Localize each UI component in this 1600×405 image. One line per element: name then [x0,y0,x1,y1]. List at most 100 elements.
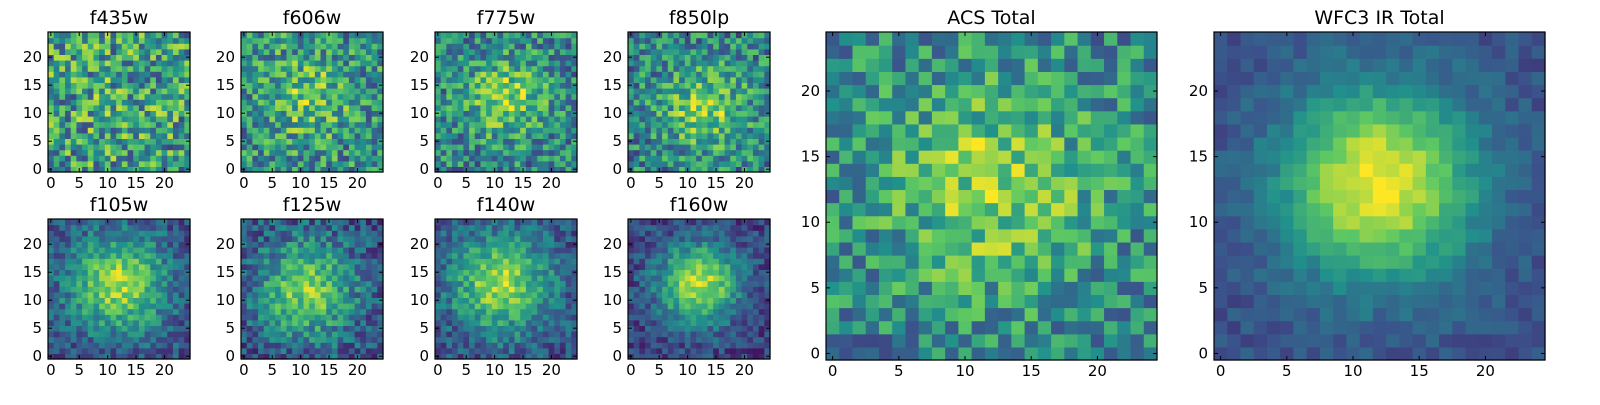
heatmap-cell [298,150,304,156]
heatmap-cell [480,269,486,275]
heatmap-cell [326,309,332,315]
heatmap-cell [480,320,486,326]
heatmap-cell [321,325,327,331]
heatmap-cell [725,32,731,38]
heatmap-cell [286,155,292,161]
heatmap-cell [133,275,139,281]
heatmap-cell [303,133,309,139]
heatmap-cell [162,247,168,253]
heatmap-cell [59,269,65,275]
heatmap-cell [116,66,122,72]
heatmap-cell [264,309,270,315]
heatmap-cell [281,133,287,139]
heatmap-cell [281,292,287,298]
heatmap-cell [349,155,355,161]
heatmap-cell [326,348,332,354]
heatmap-cell [639,49,645,55]
heatmap-cell [145,155,151,161]
heatmap-cell [122,236,128,242]
heatmap-cell [520,275,526,281]
heatmap-cell [71,150,77,156]
heatmap-cell [162,161,168,167]
heatmap-cell [747,286,753,292]
heatmap-cell [537,60,543,66]
heatmap-cell [355,105,361,111]
heatmap-cell [532,88,538,94]
heatmap-cell [321,82,327,88]
heatmap-cell [76,82,82,88]
heatmap-cell [662,348,668,354]
heatmap-cell [492,105,498,111]
heatmap-cell [469,43,475,49]
heatmap-cell [759,94,765,100]
y-tick-label: 20 [603,48,622,66]
heatmap-cell [264,219,270,225]
heatmap-cell [634,43,640,49]
heatmap-cell [685,105,691,111]
heatmap-cell [179,236,185,242]
heatmap-cell [360,54,366,60]
heatmap-cell [93,331,99,337]
heatmap-cell [303,342,309,348]
heatmap-cell [503,286,509,292]
heatmap-cell [76,325,82,331]
heatmap-cell [372,105,378,111]
heatmap-cell [139,292,145,298]
panel-title: f125w [283,194,342,216]
heatmap-cell [145,110,151,116]
heatmap-cell [526,264,532,270]
heatmap-cell [105,241,111,247]
heatmap-cell [719,138,725,144]
heatmap-cell [116,88,122,94]
heatmap-cell [372,348,378,354]
heatmap-cell [349,66,355,72]
heatmap-cell [99,71,105,77]
heatmap-cell [59,219,65,225]
y-tick-label: 10 [216,104,235,122]
heatmap-cell [532,230,538,236]
heatmap-cell [435,150,441,156]
heatmap-cell [105,43,111,49]
heatmap-cell [719,77,725,83]
heatmap-cell [736,88,742,94]
heatmap-cell [435,77,441,83]
heatmap-cell [497,122,503,128]
heatmap-cell [503,309,509,315]
heatmap-cell [326,66,332,72]
heatmap-cell [543,241,549,247]
heatmap-cell [241,99,247,105]
heatmap-cell [543,43,549,49]
heatmap-cell [435,303,441,309]
heatmap-cell [366,297,372,303]
heatmap-cell [116,138,122,144]
heatmap-cell [355,236,361,242]
heatmap-cell [634,281,640,287]
heatmap-cell [469,325,475,331]
x-tick-label: 20 [348,174,367,192]
heatmap-cell [668,54,674,60]
heatmap-cell [486,258,492,264]
heatmap-cell [332,127,338,133]
heatmap-cell [303,38,309,44]
heatmap-cell [286,241,292,247]
heatmap-cell [628,161,634,167]
heatmap-cell [162,331,168,337]
heatmap-cell [537,281,543,287]
heatmap-cell [116,309,122,315]
heatmap-cell [372,314,378,320]
heatmap-cell [122,99,128,105]
heatmap-cell [303,325,309,331]
heatmap-cell [179,309,185,315]
heatmap-cell [59,286,65,292]
heatmap-cell [486,66,492,72]
heatmap-cell [145,247,151,253]
heatmap-cell [173,264,179,270]
heatmap-cell [526,49,532,55]
heatmap-cell [82,49,88,55]
heatmap-cell [264,230,270,236]
heatmap-cell [116,236,122,242]
y-tick-label: 10 [410,104,429,122]
heatmap-cell [139,49,145,55]
heatmap-cell [679,144,685,150]
heatmap-cell [247,155,253,161]
